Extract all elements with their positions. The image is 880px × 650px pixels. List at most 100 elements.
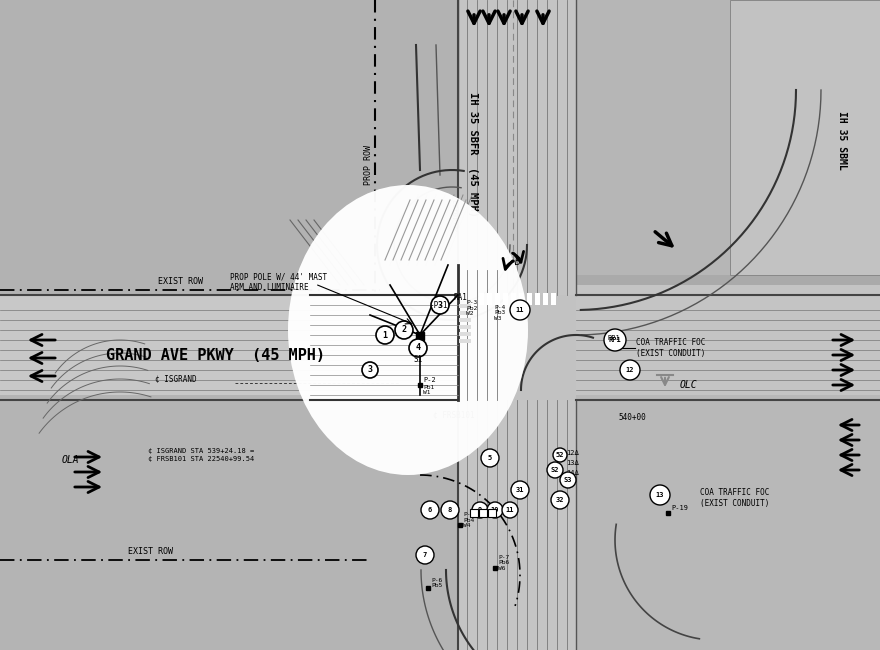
Text: 3: 3 (437, 300, 443, 309)
Text: P-7
Pb6
W6: P-7 Pb6 W6 (498, 554, 510, 571)
Bar (543, 293, 548, 305)
Text: 22+40+22: 22+40+22 (453, 198, 459, 232)
Bar (0, 395, 458, 650)
Text: ¢ ISGRAND: ¢ ISGRAND (155, 375, 196, 384)
Text: 8: 8 (448, 507, 452, 513)
Circle shape (650, 485, 670, 505)
Text: PROP POLE W/ 44' MAST: PROP POLE W/ 44' MAST (230, 273, 327, 282)
Text: P-4
Pb3
W3: P-4 Pb3 W3 (494, 305, 505, 321)
Text: EXIST ROW: EXIST ROW (158, 277, 202, 286)
Text: ¢ FRSB101: ¢ FRSB101 (433, 411, 474, 420)
Text: ¢ ISGRAND STA 539+24.18 =
¢ FRSB101 STA 22540+99.54: ¢ ISGRAND STA 539+24.18 = ¢ FRSB101 STA … (148, 448, 254, 461)
Text: P-2: P-2 (423, 377, 436, 383)
Text: EXIST ROW: EXIST ROW (128, 547, 172, 556)
Circle shape (620, 360, 640, 380)
Bar (459, 325, 471, 329)
Circle shape (551, 491, 569, 509)
Bar (416, 332, 424, 340)
Bar (479, 509, 487, 517)
Text: S2: S2 (551, 467, 560, 473)
Circle shape (553, 448, 567, 462)
Circle shape (502, 502, 518, 518)
Bar (458, 0, 576, 650)
Text: 12: 12 (626, 367, 634, 373)
Text: 13: 13 (656, 492, 664, 498)
Text: -P-1: -P-1 (430, 300, 449, 309)
Text: 540+00: 540+00 (618, 413, 646, 423)
Text: 31: 31 (516, 487, 524, 493)
Text: 6: 6 (428, 507, 432, 513)
Bar (495, 293, 500, 305)
Bar (459, 339, 471, 343)
Bar (576, 285, 880, 400)
Circle shape (431, 296, 449, 314)
Text: S1: S1 (413, 356, 422, 365)
Text: 4: 4 (415, 343, 421, 352)
Bar (576, 395, 880, 650)
Circle shape (409, 339, 427, 357)
Bar (470, 509, 478, 517)
Circle shape (416, 546, 434, 564)
Circle shape (376, 326, 394, 344)
Bar (0, 0, 458, 295)
Text: 14∆: 14∆ (566, 470, 579, 476)
Bar (459, 332, 471, 336)
Circle shape (441, 501, 459, 519)
Bar (459, 318, 471, 322)
Text: 10: 10 (491, 507, 499, 513)
Text: 52: 52 (556, 452, 564, 458)
Text: S3: S3 (564, 477, 572, 483)
Text: 13∆: 13∆ (566, 460, 579, 466)
Text: RP1: RP1 (609, 337, 621, 343)
Text: 52: 52 (566, 480, 575, 486)
Bar (479, 293, 484, 305)
Bar (0, 285, 458, 400)
Text: 12∆: 12∆ (566, 450, 579, 456)
Text: P-5
Pb4
W4: P-5 Pb4 W4 (463, 512, 474, 528)
Text: OLB: OLB (504, 257, 522, 267)
Text: OLA: OLA (62, 455, 79, 465)
Bar (487, 293, 492, 305)
Circle shape (487, 502, 503, 518)
Text: P-6
Pb5: P-6 Pb5 (431, 578, 443, 588)
Text: 32: 32 (556, 497, 564, 503)
Bar (535, 293, 540, 305)
Text: IH 35 SBFR  (45 MPH): IH 35 SBFR (45 MPH) (468, 92, 478, 218)
Text: IH 35 SBML: IH 35 SBML (837, 111, 847, 170)
Bar (527, 293, 532, 305)
Bar (519, 293, 524, 305)
Circle shape (395, 321, 413, 339)
Text: RP1: RP1 (607, 335, 620, 341)
Text: 3: 3 (368, 365, 372, 374)
Text: GRAND AVE PKWY  (45 MPH): GRAND AVE PKWY (45 MPH) (106, 348, 325, 363)
Bar (459, 304, 471, 308)
Circle shape (547, 462, 563, 478)
Text: 11: 11 (516, 307, 524, 313)
Bar (551, 293, 556, 305)
Text: ARM AND LUMINAIRE: ARM AND LUMINAIRE (230, 283, 309, 292)
Text: 5: 5 (488, 455, 492, 461)
Text: Pb1
W1: Pb1 W1 (423, 385, 434, 395)
Text: COA TRAFFIC FOC
(EXIST CONDUIT): COA TRAFFIC FOC (EXIST CONDUIT) (700, 488, 769, 508)
Circle shape (510, 300, 530, 320)
Text: 2: 2 (401, 326, 407, 335)
Bar (503, 293, 508, 305)
Bar (0, 295, 880, 400)
Text: P-19: P-19 (671, 505, 688, 511)
Text: PROP ROW: PROP ROW (363, 145, 372, 185)
Circle shape (560, 472, 576, 488)
Text: 9: 9 (478, 507, 482, 513)
Circle shape (511, 481, 529, 499)
Bar (459, 311, 471, 315)
Text: 1: 1 (383, 330, 387, 339)
Text: RA1: RA1 (453, 294, 467, 302)
Bar (511, 293, 516, 305)
Circle shape (604, 329, 626, 351)
Text: OLC: OLC (680, 380, 698, 390)
Text: COA TRAFFIC FOC
(EXIST CONDUIT): COA TRAFFIC FOC (EXIST CONDUIT) (636, 338, 706, 358)
Text: 7: 7 (423, 552, 427, 558)
Circle shape (362, 362, 378, 378)
Text: P-3
Pb2
W2: P-3 Pb2 W2 (466, 300, 477, 317)
Bar (730, 0, 880, 275)
Circle shape (481, 449, 499, 467)
